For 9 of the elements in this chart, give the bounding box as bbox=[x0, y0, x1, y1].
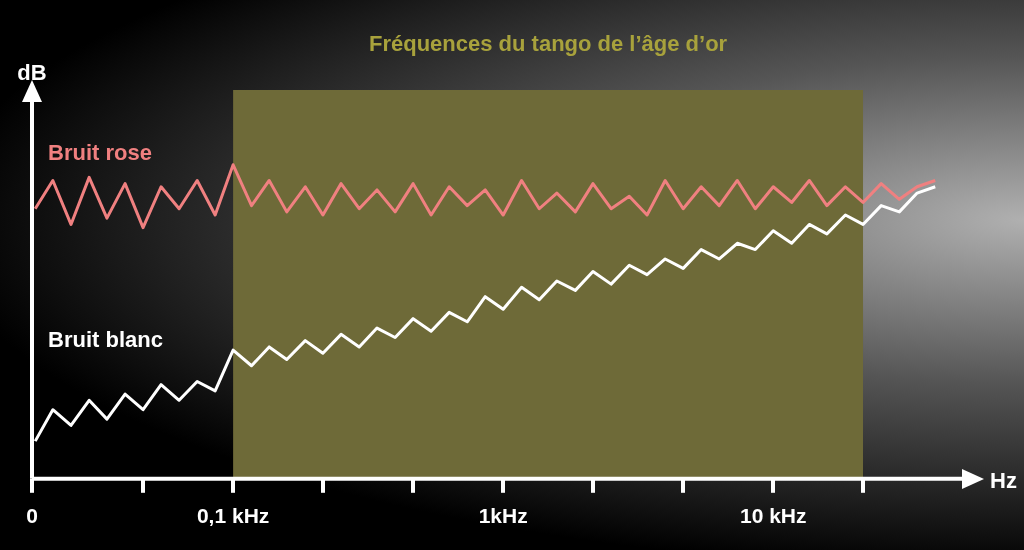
y-axis-title: dB bbox=[17, 60, 47, 86]
x-tick-label: 0 bbox=[26, 504, 38, 528]
x-tick-label: 1kHz bbox=[478, 504, 528, 528]
x-axis-title: Hz bbox=[990, 467, 1017, 493]
band-label: Fréquences du tango de l’âge d’or bbox=[368, 31, 728, 57]
series-label: Bruit blanc bbox=[48, 327, 163, 353]
x-tick-label: 0,1 kHz bbox=[196, 504, 270, 528]
x-tick-label: 10 kHz bbox=[739, 504, 807, 528]
series-label: Bruit rose bbox=[48, 139, 152, 165]
